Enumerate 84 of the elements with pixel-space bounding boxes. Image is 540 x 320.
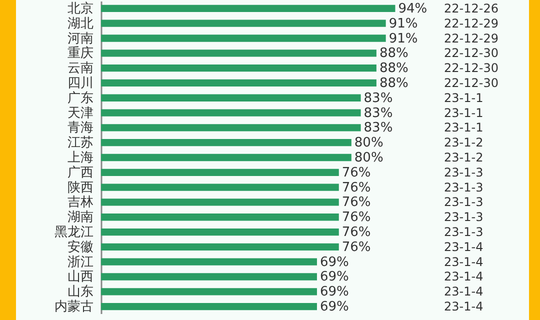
bar [101,302,317,310]
data-label: 76% [342,225,371,240]
data-label: 83% [364,90,393,106]
data-label: 80% [354,150,384,166]
text: 23-1-4 [444,240,484,254]
bar [101,109,361,116]
text: 23-1-3 [444,180,484,194]
text: 22-12-26 [444,1,498,16]
y-tick-label: 内蒙古 [54,300,94,315]
y-tick-label: 广西 [68,165,94,180]
text: 23-1-3 [444,195,484,210]
text: 22-12-30 [444,61,498,76]
y-tick-label: 山东 [68,284,94,300]
bar [101,50,376,57]
data-label: 88% [379,61,408,76]
y-tick-label: 河南 [68,31,94,46]
bar [101,139,352,146]
bar [101,184,339,191]
y-tick-label: 湖南 [68,210,94,226]
bar [101,228,339,236]
bar [101,288,317,296]
y-tick-label: 天津 [68,106,94,121]
text: 22-12-30 [444,76,498,90]
y-tick-label: 北京 [68,1,94,16]
bar [101,20,386,27]
text: 23-1-3 [444,225,484,240]
bar [101,124,361,132]
bar [101,154,352,162]
data-label: 69% [320,254,349,270]
bar [101,94,361,102]
data-label: 91% [388,16,418,32]
bar [101,273,317,280]
data-label: 88% [379,76,408,91]
y-tick-label: 上海 [68,150,94,166]
text: 23-1-4 [444,284,484,299]
y-tick-label: 安徽 [68,238,94,255]
data-label: 69% [320,270,349,285]
data-label: 76% [342,240,371,255]
y-tick-label: 浙江 [68,254,94,270]
y-tick-label: 陕西 [68,180,94,196]
y-tick-label: 重庆 [68,46,94,62]
text: 23-1-1 [444,120,484,135]
bar [101,243,339,251]
data-label: 83% [364,120,393,136]
text: 23-1-1 [444,90,484,105]
text: 23-1-4 [444,270,484,284]
bar [101,214,339,221]
bar [101,168,339,176]
text: 23-1-4 [444,254,484,269]
text: 23-1-3 [444,165,484,180]
bar [101,198,339,206]
text: 23-1-2 [444,150,484,164]
y-tick-label: 黑龙江 [54,225,94,240]
y-tick-label: 山西 [68,270,94,285]
bar [101,258,317,266]
data-label: 76% [342,210,371,226]
data-label: 69% [320,300,349,315]
data-label: 76% [342,165,371,180]
text: 22-12-30 [444,46,498,60]
text: 22-12-29 [444,16,498,30]
text: 22-12-29 [444,31,498,46]
data-label: 94% [398,1,428,16]
data-label: 76% [342,180,371,196]
data-label: 88% [379,46,408,62]
text: 23-1-1 [444,106,484,120]
y-tick-label: 云南 [68,61,94,76]
text: 23-1-3 [444,210,484,224]
y-tick-label: 吉林 [68,195,94,210]
y-tick-label: 四川 [68,76,94,91]
y-tick-label: 湖北 [68,16,94,32]
bar [101,4,396,12]
data-label: 69% [320,284,349,300]
data-label: 83% [364,106,393,121]
bar [101,64,376,72]
y-tick-label: 青海 [68,120,94,136]
data-label: 91% [388,31,418,46]
bar [101,34,386,42]
data-label: 80% [354,136,384,151]
y-tick-label: 江苏 [68,136,94,151]
data-label: 76% [342,195,371,210]
text: 23-1-2 [444,136,484,150]
y-tick-label: 广东 [68,90,94,106]
bar [101,79,376,87]
text: 23-1-4 [444,300,484,314]
